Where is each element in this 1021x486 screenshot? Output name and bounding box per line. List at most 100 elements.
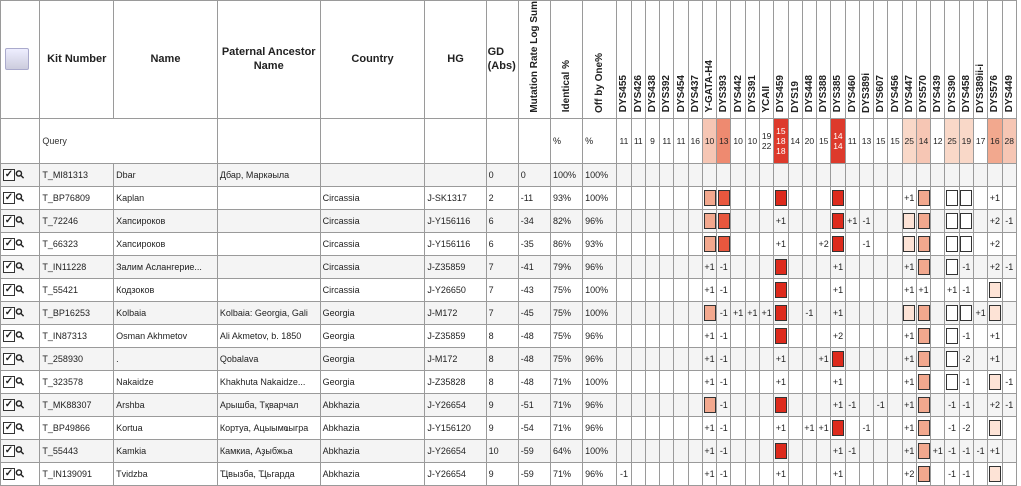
kit-number-cell[interactable]: T_258930 <box>39 346 115 371</box>
table-row[interactable]: ✓ ⚲ T_BP16253 Kolbaia Kolbaia: Georgia, Gali… <box>0 300 1017 325</box>
row-checkbox[interactable]: ✓ <box>3 444 15 457</box>
country-header[interactable]: Country <box>319 0 426 119</box>
marker-header[interactable]: DYS449 <box>1001 0 1017 119</box>
marker-header[interactable]: DYS389i <box>858 0 875 119</box>
marker-header[interactable]: DYS19 <box>787 0 803 119</box>
genetic-distance-cell: 8 <box>485 346 519 371</box>
marker-cell <box>773 254 789 279</box>
table-row[interactable]: ✓ ⚲ T_323578 Nakaidze Khakhuta Nakaidze... Ge… <box>0 369 1017 394</box>
row-checkbox[interactable]: ✓ <box>3 421 15 434</box>
row-checkbox[interactable]: ✓ <box>3 398 15 411</box>
marker-cell <box>972 346 989 371</box>
gd-header[interactable]: GD (Abs) <box>485 0 519 119</box>
query-marker-value: 15 18 18 <box>773 117 789 164</box>
row-checkbox[interactable]: ✓ <box>3 283 15 296</box>
kit-number-cell[interactable]: T_BP76809 <box>39 185 115 210</box>
marker-cell <box>687 277 703 302</box>
table-row[interactable]: ✓ ⚲ T_MI81313 Dbar Дбар, Маркәыла 0 0 100% 100% <box>0 162 1017 187</box>
marker-header[interactable]: Y-GATA-H4 <box>701 0 718 119</box>
kit-number-cell[interactable]: T_MI81313 <box>39 162 115 187</box>
marker-header[interactable]: DYS439 <box>930 0 946 119</box>
kit-number-cell[interactable]: T_BP49866 <box>39 415 115 440</box>
identical-header[interactable]: Identical % <box>549 0 584 119</box>
marker-header[interactable]: DYS388 <box>816 0 832 119</box>
marker-header[interactable]: DYS607 <box>873 0 889 119</box>
marker-header[interactable]: DYS392 <box>659 0 675 119</box>
kit-number-cell[interactable]: T_IN139091 <box>39 461 115 486</box>
marker-cell <box>987 277 1003 302</box>
kit-number-cell[interactable]: T_55443 <box>39 438 115 463</box>
kit-number-header[interactable]: Kit Number <box>39 0 115 119</box>
marker-cell <box>744 415 760 440</box>
marker-cell <box>687 392 703 417</box>
marker-header[interactable]: DYS570 <box>915 0 932 119</box>
marker-cell <box>701 208 718 233</box>
mutation-log-sum-cell: -48 <box>517 346 551 371</box>
marker-header[interactable]: DYS426 <box>630 0 646 119</box>
kit-number-cell[interactable]: T_323578 <box>39 369 115 394</box>
marker-header[interactable]: DYS438 <box>644 0 661 119</box>
ancestor-header[interactable]: Paternal Ancestor Name <box>216 0 321 119</box>
table-row[interactable]: ✓ ⚲ T_55421 Кодзоков Circassia J-Y26650 7 -43 75… <box>0 277 1017 302</box>
marker-header[interactable]: DYS454 <box>673 0 689 119</box>
table-row[interactable]: ✓ ⚲ T_MK88307 Arshba Арышба, Тқварчал Abkhazi… <box>0 392 1017 417</box>
marker-cell <box>659 461 675 486</box>
table-row[interactable]: ✓ ⚲ T_BP76809 Kaplan Circassia J-SK1317 2 -11 93… <box>0 185 1017 210</box>
row-checkbox[interactable]: ✓ <box>3 237 15 250</box>
row-select-cell: ✓ ⚲ <box>0 392 41 417</box>
marker-header[interactable]: DYS447 <box>901 0 917 119</box>
row-checkbox[interactable]: ✓ <box>3 306 15 319</box>
marker-header[interactable]: DYS437 <box>687 0 703 119</box>
marker-header[interactable]: DYS448 <box>801 0 818 119</box>
row-checkbox[interactable]: ✓ <box>3 214 15 227</box>
marker-cell <box>659 300 675 325</box>
row-checkbox[interactable]: ✓ <box>3 260 15 273</box>
marker-cell <box>730 369 746 394</box>
kit-number-cell[interactable]: T_MK88307 <box>39 392 115 417</box>
row-checkbox[interactable]: ✓ <box>3 329 15 342</box>
row-checkbox[interactable]: ✓ <box>3 352 15 365</box>
table-row[interactable]: ✓ ⚲ T_IN139091 Tvidzba Ҵвызба, Ҵьгарда Abkhaz… <box>0 461 1017 486</box>
table-row[interactable]: ✓ ⚲ T_BP49866 Kortua Кортуа, Ацыымҩыгра Abkha… <box>0 415 1017 440</box>
table-row[interactable]: ✓ ⚲ T_IN11228 Залим Аслангерие... Circassia J… <box>0 254 1017 279</box>
marker-header[interactable]: DYS391 <box>744 0 760 119</box>
marker-cell <box>801 392 818 417</box>
query-marker-value: 14 <box>915 117 932 164</box>
marker-header[interactable]: DYS385 <box>830 0 846 119</box>
hg-header[interactable]: HG <box>424 0 487 119</box>
marker-header[interactable]: DYS576 <box>987 0 1003 119</box>
table-row[interactable]: ✓ ⚲ T_258930. Qobalava Georgia J-M172 8 -48 75% 9… <box>0 346 1017 371</box>
marker-header[interactable]: DYS455 <box>616 0 632 119</box>
row-checkbox[interactable]: ✓ <box>3 191 15 204</box>
country-cell: Circassia <box>319 231 426 256</box>
marker-header[interactable]: DYS390 <box>944 0 960 119</box>
marker-header[interactable]: DYS389ii-i <box>972 0 989 119</box>
ancestor-cell <box>216 185 321 210</box>
marker-header[interactable]: DYS456 <box>887 0 903 119</box>
marker-header[interactable]: DYS460 <box>844 0 860 119</box>
marker-header[interactable]: YCAII <box>758 0 775 119</box>
kit-number-cell[interactable]: T_72246 <box>39 208 115 233</box>
table-row[interactable]: ✓ ⚲ T_66323 Хапсироков Circassia J-Y156116 6 -3… <box>0 231 1017 256</box>
row-checkbox[interactable]: ✓ <box>3 168 15 181</box>
mutation-rate-header[interactable]: Mutation Rate Log Sum <box>517 0 551 119</box>
table-row[interactable]: ✓ ⚲ T_IN87313 Osman Akhmetov Ali Akmetov, b.… <box>0 323 1017 348</box>
table-row[interactable]: ✓ ⚲ T_72246 Хапсироков Circassia J-Y156116 6 -3… <box>0 208 1017 233</box>
kit-number-cell[interactable]: T_IN87313 <box>39 323 115 348</box>
kit-number-cell[interactable]: T_BP16253 <box>39 300 115 325</box>
table-row[interactable]: ✓ ⚲ T_55443 Kamkia Камкиа, Аҙыбжьа Abkhazia J-… <box>0 438 1017 463</box>
row-checkbox[interactable]: ✓ <box>3 375 15 388</box>
marker-header[interactable]: DYS458 <box>958 0 974 119</box>
name-header[interactable]: Name <box>113 0 218 119</box>
marker-header[interactable]: DYS459 <box>773 0 789 119</box>
kit-number-cell[interactable]: T_55421 <box>39 277 115 302</box>
kit-number-cell[interactable]: T_66323 <box>39 231 115 256</box>
marker-header[interactable]: DYS393 <box>716 0 732 119</box>
off-by-one-header[interactable]: Off by One% <box>582 0 618 119</box>
marker-cell: +1 <box>915 277 932 302</box>
marker-header[interactable]: DYS442 <box>730 0 746 119</box>
marker-cell: -1 <box>716 369 732 394</box>
kit-number-cell[interactable]: T_IN11228 <box>39 254 115 279</box>
marker-cell <box>844 323 860 348</box>
query-marker-value: 15 <box>816 117 832 164</box>
